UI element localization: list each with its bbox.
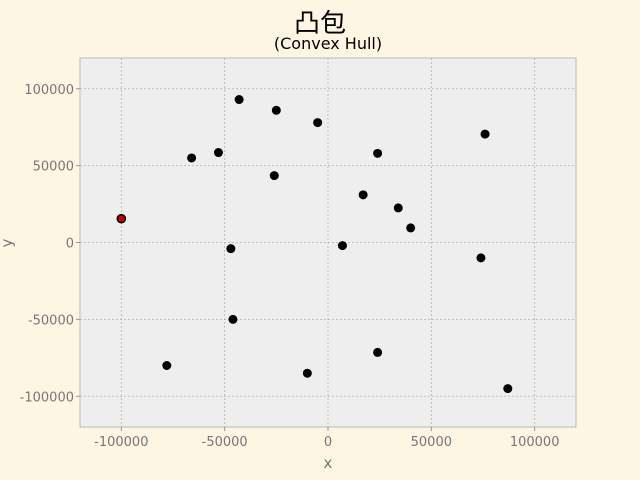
data-point	[271, 105, 281, 115]
y-tick-label: 100000	[24, 83, 74, 98]
highlighted-point	[116, 213, 127, 224]
y-tick-label: 0	[66, 237, 74, 252]
data-point	[337, 241, 347, 251]
x-tick-label: 100000	[510, 435, 560, 450]
data-point	[373, 347, 383, 357]
data-point	[406, 223, 416, 233]
data-point	[480, 129, 490, 139]
data-point	[228, 314, 238, 324]
y-tick-label: -50000	[28, 313, 74, 328]
data-point	[234, 95, 244, 105]
x-tick-label: -50000	[202, 435, 248, 450]
x-tick-label: 50000	[411, 435, 452, 450]
data-point	[393, 203, 403, 213]
x-tick-label: 0	[324, 435, 332, 450]
y-axis-label: y	[0, 238, 16, 247]
data-point	[213, 148, 223, 158]
x-axis-ticks: -100000 -50000 0 50000 100000	[94, 427, 559, 450]
y-tick-label: 50000	[33, 160, 74, 175]
data-point	[373, 148, 383, 158]
data-point	[476, 253, 486, 263]
data-point	[162, 361, 172, 370]
y-tick-label: -100000	[20, 390, 74, 405]
data-point	[358, 190, 368, 200]
data-point	[503, 384, 513, 394]
x-axis-label: x	[324, 454, 333, 472]
chart-title: 凸包	[294, 9, 346, 39]
y-axis-ticks: -100000 -50000 0 50000 100000	[20, 83, 80, 405]
data-point	[302, 368, 312, 378]
chart-subtitle: (Convex Hull)	[274, 34, 382, 53]
data-point	[226, 244, 236, 254]
x-tick-label: -100000	[94, 435, 148, 450]
data-points	[116, 95, 513, 394]
data-point	[187, 153, 197, 163]
data-point	[269, 171, 279, 181]
grid-lines	[80, 58, 576, 427]
data-point	[313, 118, 323, 128]
